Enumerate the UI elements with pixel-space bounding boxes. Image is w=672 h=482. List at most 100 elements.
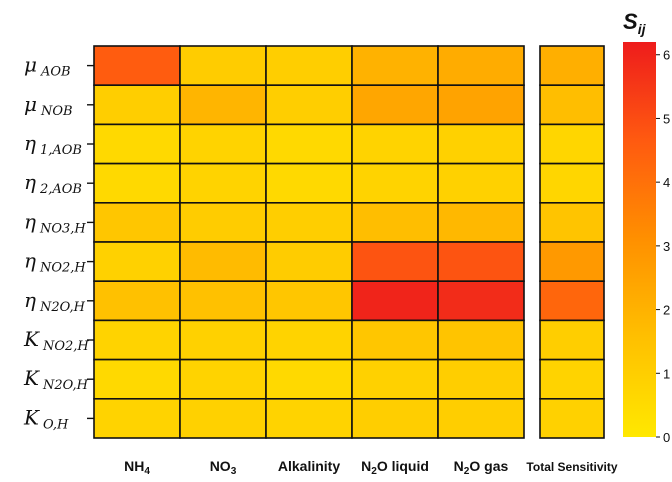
row-label: η N2O,H (24, 288, 86, 315)
row-label-symbol: K (23, 366, 40, 390)
row-label-subscript: 1,AOB (40, 143, 82, 158)
heatmap-cell (437, 45, 525, 87)
row-label-subscript: AOB (40, 65, 71, 80)
row-label-subscript: NO3,H (39, 221, 86, 236)
heatmap-cell (179, 202, 267, 243)
row-label-subscript: N2O,H (42, 378, 89, 393)
total-sensitivity-cell (539, 319, 605, 361)
column-label: Total Sensitivity (526, 460, 617, 474)
row-label-subscript: 2,AOB (39, 182, 82, 197)
colorbar-tick-label: 5 (663, 111, 670, 126)
colorbar-tick-label: 4 (663, 175, 670, 190)
row-label-subscript: O,H (43, 417, 69, 432)
colorbar-tick-label: 2 (663, 303, 670, 318)
heatmap-cell (265, 397, 353, 439)
colorbar-ticks: 0 1 2 3 4 5 6 (656, 48, 670, 445)
column-label-subscript: 2 (464, 466, 470, 477)
column-label-main: NO (210, 458, 231, 474)
heatmap-cell (265, 319, 353, 361)
heatmap-cell (437, 358, 525, 400)
row-label-subscript: NOB (40, 104, 73, 119)
heatmap-cell (265, 241, 353, 283)
heatmap-cell (351, 162, 439, 204)
heatmap-cell (265, 45, 353, 87)
heatmap-cell (351, 280, 439, 322)
heatmap-cell (265, 84, 353, 126)
heatmap-cell (93, 397, 181, 439)
total-sensitivity-cells (539, 45, 605, 439)
total-sensitivity-cell (539, 280, 605, 322)
heatmap-cell (351, 45, 439, 87)
heatmap-cell (437, 241, 525, 283)
colorbar-tick-label: 1 (663, 366, 670, 381)
row-label: μ AOB (24, 53, 71, 80)
column-label-main: NH (124, 458, 144, 474)
heatmap-cell (351, 202, 439, 243)
total-sensitivity-cell (539, 358, 605, 400)
column-label-rest: O liquid (377, 458, 429, 474)
column-label-main: Alkalinity (278, 458, 340, 474)
row-label: K NO2,H (23, 327, 89, 354)
row-label-symbol: η (24, 288, 36, 312)
column-label-main: N (361, 458, 371, 474)
colorbar-title-main: S (623, 9, 638, 34)
column-label-subscript: 2 (371, 466, 377, 477)
column-label-rest: O gas (469, 458, 508, 474)
column-label: Alkalinity (278, 458, 340, 474)
row-label-symbol: μ (24, 92, 37, 116)
heatmap-cell (265, 202, 353, 243)
heatmap-cell (93, 123, 181, 165)
heatmap-cells (93, 45, 525, 439)
column-label: NO3 (210, 458, 237, 477)
colorbar-tick-label: 0 (663, 430, 670, 445)
heatmap-cell (179, 280, 267, 322)
heatmap-cell (351, 397, 439, 439)
row-label: K N2O,H (23, 366, 89, 393)
heatmap-cell (265, 280, 353, 322)
heatmap-cell (437, 123, 525, 165)
heatmap-cell (93, 241, 181, 283)
total-sensitivity-cell (539, 84, 605, 126)
heatmap-cell (93, 280, 181, 322)
column-labels: NH4 NO3 Alkalinity N2O liquid N2O gas Total S… (124, 458, 618, 477)
heatmap-cell (93, 319, 181, 361)
heatmap-cell (93, 84, 181, 126)
colorbar-gradient (623, 42, 656, 437)
heatmap-cell (437, 319, 525, 361)
total-sensitivity-cell (539, 45, 605, 87)
heatmap-cell (93, 202, 181, 243)
heatmap-cell (437, 84, 525, 126)
heatmap-cell (93, 162, 181, 204)
row-label-subscript: NO2,H (42, 339, 89, 354)
row-label: K O,H (23, 405, 69, 432)
column-label: NH4 (124, 458, 150, 477)
colorbar-tick-label: 3 (663, 239, 670, 254)
colorbar-tick-label: 6 (663, 48, 670, 63)
heatmap-cell (179, 397, 267, 439)
row-label-subscript: NO2,H (39, 261, 86, 276)
heatmap-cell (437, 202, 525, 243)
heatmap-cell (93, 45, 181, 87)
heatmap-cell (179, 241, 267, 283)
row-label-symbol: μ (24, 53, 37, 77)
colorbar (623, 42, 656, 437)
heatmap-cell (179, 84, 267, 126)
heatmap-cell (265, 123, 353, 165)
row-label: η 1,AOB (24, 131, 82, 158)
heatmap-cell (179, 358, 267, 400)
heatmap-cell (437, 397, 525, 439)
heatmap-cell (437, 280, 525, 322)
row-label: η NO2,H (24, 249, 86, 276)
row-label-symbol: η (24, 209, 36, 233)
row-label-symbol: K (23, 327, 40, 351)
heatmap-cell (265, 162, 353, 204)
heatmap-cell (437, 162, 525, 204)
total-sensitivity-cell (539, 241, 605, 283)
column-label: N2O gas (454, 458, 509, 477)
row-label: η 2,AOB (24, 170, 82, 197)
row-label-symbol: K (23, 405, 40, 429)
column-label-subscript: 3 (231, 466, 237, 477)
row-label-subscript: N2O,H (39, 300, 86, 315)
